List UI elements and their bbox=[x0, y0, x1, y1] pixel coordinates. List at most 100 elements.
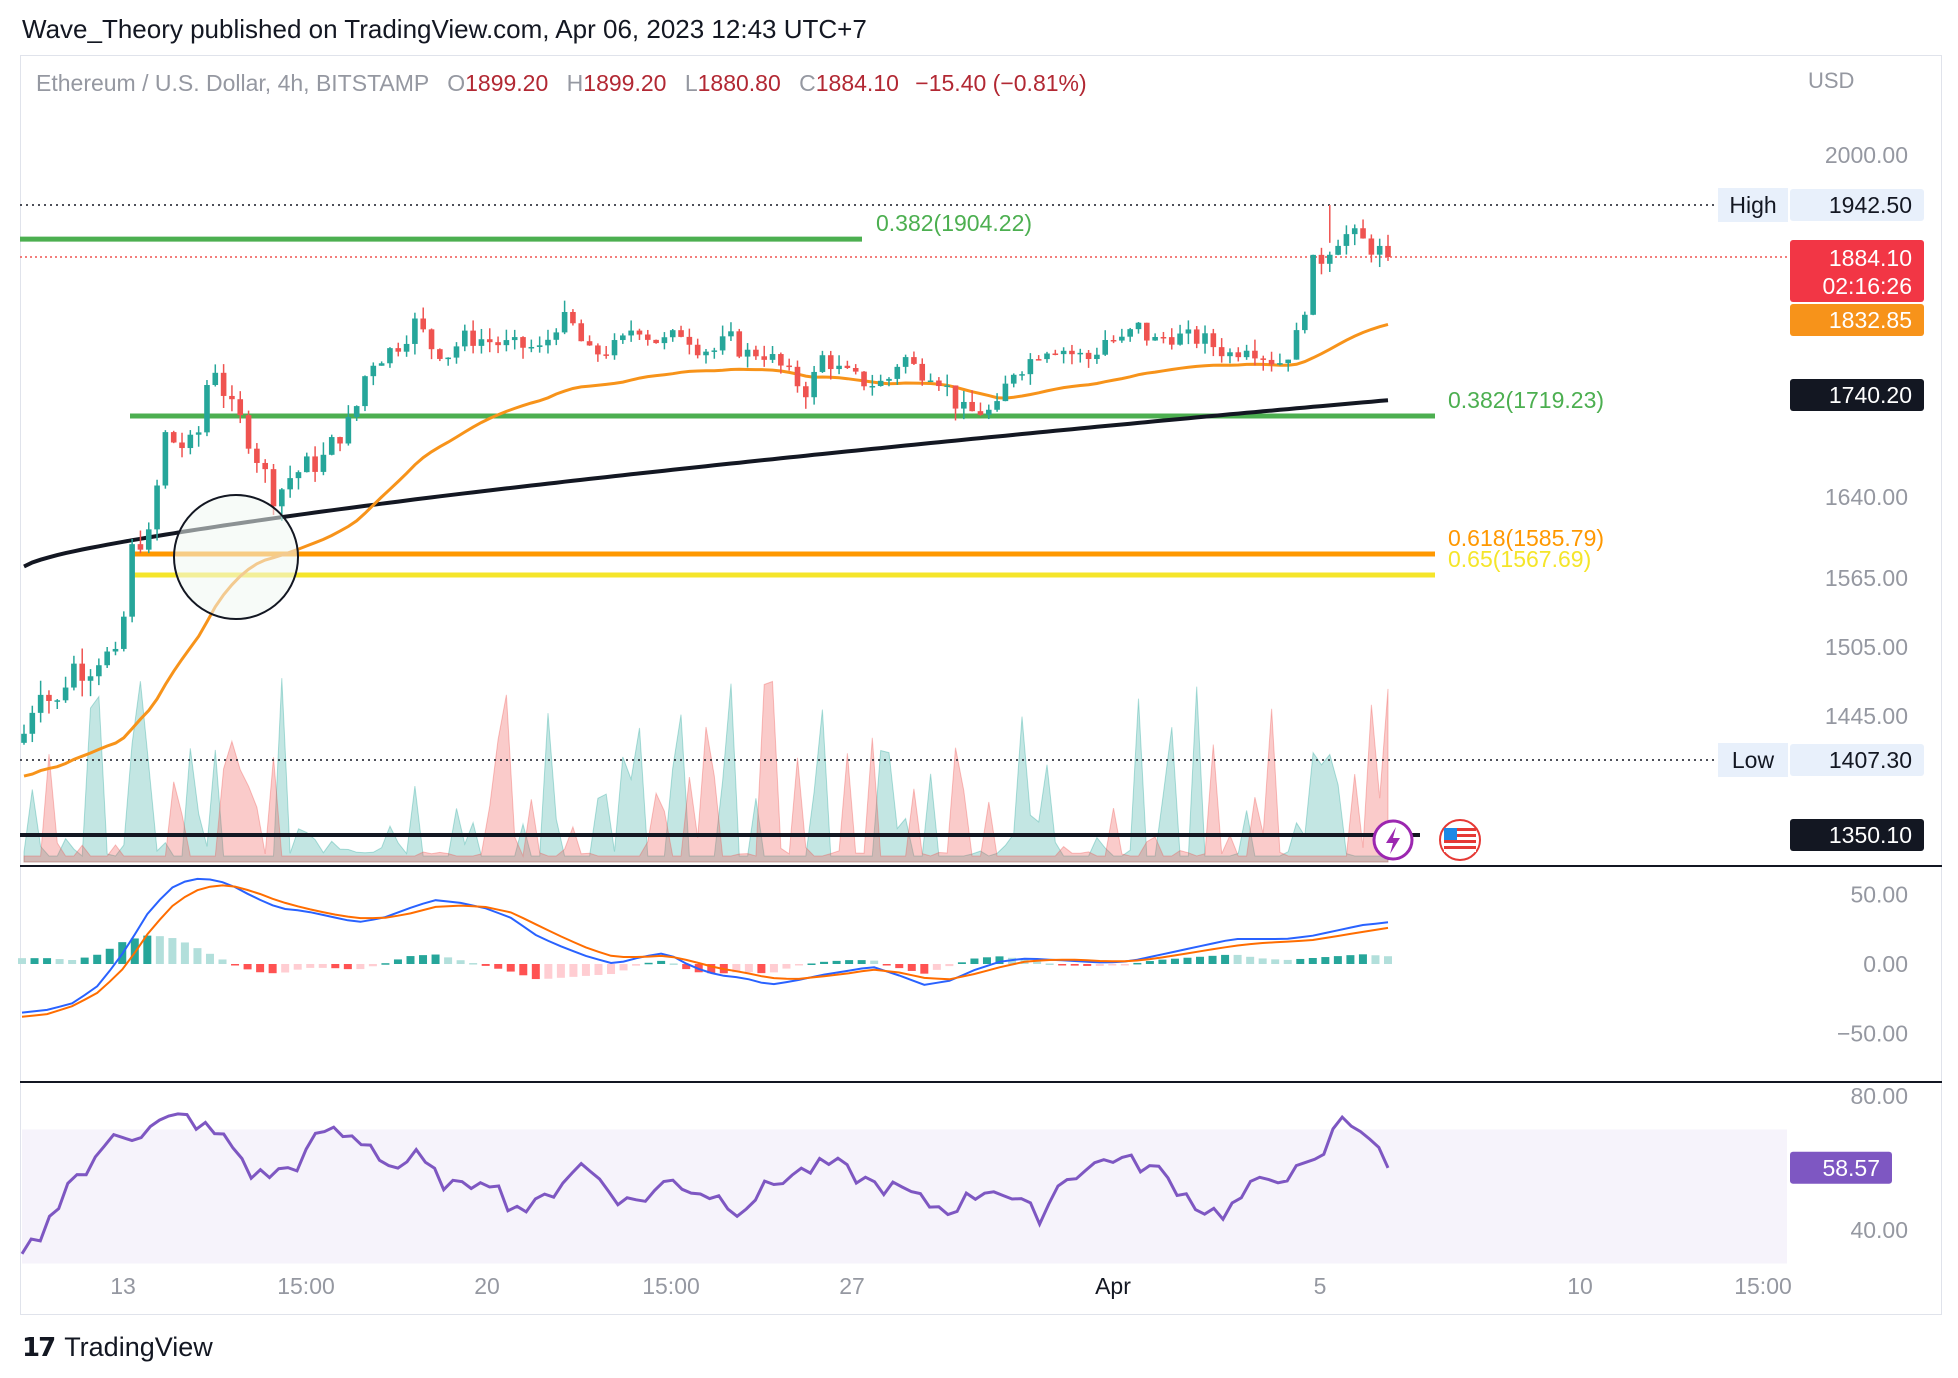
support-line-tag-bg bbox=[1790, 819, 1924, 851]
tradingview-wordmark: TradingView bbox=[64, 1332, 213, 1362]
macd-histogram-bar bbox=[519, 964, 528, 976]
macd-histogram-bar bbox=[995, 956, 1004, 964]
candle-body bbox=[985, 409, 992, 415]
candle-body bbox=[1351, 228, 1358, 235]
macd-histogram-bar bbox=[1170, 958, 1179, 964]
rsi-panel: 80.00 40.00 bbox=[20, 1083, 1908, 1264]
candle-body bbox=[603, 354, 609, 356]
candle-body bbox=[1152, 336, 1158, 341]
tradingview-logo[interactable]: 17 TradingView bbox=[22, 1332, 213, 1363]
macd-histogram-bar bbox=[168, 938, 177, 964]
time-tick-label: 15:00 bbox=[1734, 1273, 1792, 1299]
candle-body bbox=[1368, 238, 1375, 255]
macd-tick-label: −50.00 bbox=[1837, 1021, 1908, 1047]
candle-body bbox=[62, 687, 69, 701]
candle-body bbox=[254, 448, 260, 463]
candle-body bbox=[137, 544, 144, 550]
us-flag-icon[interactable] bbox=[1439, 819, 1481, 861]
candle-body bbox=[1227, 352, 1233, 357]
candle-body bbox=[437, 349, 443, 359]
macd-histogram-bar bbox=[1321, 957, 1330, 964]
candle-body bbox=[154, 485, 160, 530]
candle-body bbox=[220, 372, 227, 396]
fib-level-label: 0.382(1904.22) bbox=[876, 210, 1032, 236]
candle-body bbox=[969, 401, 975, 412]
macd-histogram-bar bbox=[619, 964, 628, 971]
time-tick-label: 10 bbox=[1567, 1273, 1593, 1299]
tradingview-mark-icon: 17 bbox=[22, 1332, 56, 1363]
time-tick-label: 27 bbox=[839, 1273, 865, 1299]
macd-histogram-bar bbox=[43, 958, 52, 964]
macd-histogram-bar bbox=[343, 964, 352, 970]
macd-signal-line bbox=[21, 884, 1389, 1018]
lightning-icon[interactable] bbox=[1372, 819, 1414, 861]
macd-histogram-bar bbox=[932, 964, 941, 970]
candle-body bbox=[445, 357, 451, 360]
candle-body bbox=[919, 363, 926, 381]
macd-histogram-bar bbox=[845, 960, 854, 964]
volume-area bbox=[23, 678, 1389, 863]
last-price-value: 1884.10 bbox=[1829, 245, 1912, 271]
candle-body bbox=[1302, 314, 1308, 331]
macd-histogram-bar bbox=[1346, 955, 1355, 964]
open-value: 1899.20 bbox=[465, 70, 549, 96]
candle-body bbox=[1044, 353, 1050, 360]
macd-histogram-bar bbox=[431, 954, 440, 964]
candle-body bbox=[395, 348, 402, 352]
macd-histogram-bar bbox=[870, 960, 879, 964]
macd-histogram-bar bbox=[832, 960, 841, 964]
candle-body bbox=[1069, 350, 1075, 355]
candle-body bbox=[1318, 254, 1325, 264]
candle-body bbox=[21, 733, 27, 743]
candle-body bbox=[353, 406, 360, 417]
candle-body bbox=[187, 434, 194, 449]
ema-50-tag: 1832.85 bbox=[1829, 307, 1912, 333]
fib-level-label: 0.65(1567.69) bbox=[1448, 546, 1591, 572]
open-label: O bbox=[447, 70, 466, 96]
macd-histogram-bar bbox=[1283, 959, 1292, 964]
macd-histogram-bar bbox=[1058, 964, 1067, 966]
candle-body bbox=[87, 676, 94, 681]
macd-panel: 50.00 0.00 −50.00 bbox=[18, 877, 1908, 1047]
candle-body bbox=[1127, 329, 1133, 337]
macd-histogram-bar bbox=[105, 948, 114, 964]
candle-body bbox=[212, 372, 219, 386]
candle-body bbox=[811, 371, 817, 398]
macd-histogram-bar bbox=[957, 962, 966, 964]
rsi-tick-label: 80.00 bbox=[1850, 1083, 1908, 1109]
macd-histogram-bar bbox=[1033, 961, 1042, 964]
candle-body bbox=[719, 336, 726, 351]
candle-body bbox=[944, 385, 950, 387]
high-value: 1899.20 bbox=[583, 70, 667, 96]
candle-body bbox=[728, 331, 734, 337]
candle-body bbox=[1019, 374, 1025, 376]
candle-body bbox=[644, 334, 651, 340]
macd-histogram-bar bbox=[982, 957, 991, 964]
candle-body bbox=[229, 395, 235, 400]
candle-body bbox=[312, 456, 318, 472]
macd-histogram-bar bbox=[68, 960, 77, 964]
rsi-value-tag: 58.57 bbox=[1822, 1155, 1880, 1181]
high-value-tag-bg bbox=[1790, 189, 1924, 221]
chart-frame bbox=[20, 55, 1942, 1315]
candle-body bbox=[1102, 340, 1109, 355]
candle-body bbox=[936, 380, 942, 387]
low-label-bg bbox=[1718, 743, 1788, 777]
candle-body bbox=[37, 694, 44, 713]
candle-body bbox=[711, 350, 718, 352]
low-value-tag-bg bbox=[1790, 744, 1924, 776]
candle-body bbox=[1144, 322, 1150, 341]
time-tick-label: 20 bbox=[474, 1273, 500, 1299]
high-label-bg bbox=[1718, 188, 1788, 222]
macd-histogram-bar bbox=[594, 964, 603, 975]
candle-body bbox=[628, 330, 634, 336]
candle-body bbox=[1193, 329, 1200, 344]
macd-histogram-bar bbox=[895, 964, 904, 969]
macd-histogram-bar bbox=[607, 964, 616, 975]
macd-tick-label: 50.00 bbox=[1850, 882, 1908, 908]
macd-histogram-bar bbox=[243, 964, 252, 970]
candle-body bbox=[1343, 234, 1350, 246]
candle-body bbox=[54, 700, 61, 702]
candle-body bbox=[1310, 254, 1316, 315]
